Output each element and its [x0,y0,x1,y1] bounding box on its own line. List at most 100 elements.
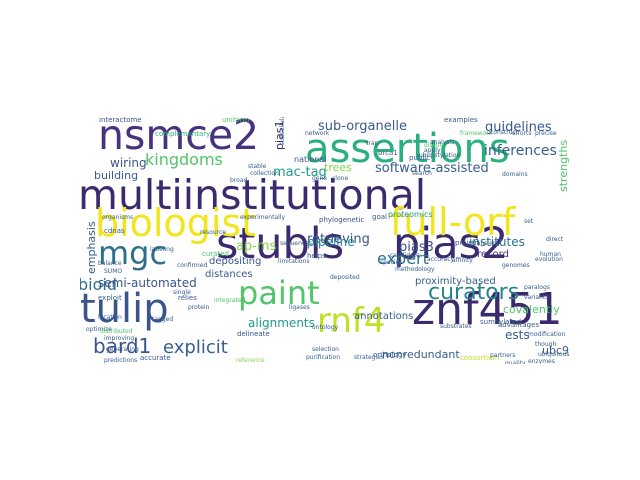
word-selection: selection [312,346,339,353]
word-wiring: wiring [110,156,147,170]
word-ests: ests [505,328,530,342]
word-location: location [98,314,122,321]
word-precise: precise [535,130,557,137]
word-explicit: explicit [163,337,228,358]
word-ligases: ligases [289,304,310,311]
word-complementary: complementary [155,130,211,138]
word-depositing: depositing [209,256,262,267]
word-project: project [455,239,480,247]
word-experimentally: experimentally [240,214,286,221]
word-annotations: annotations [354,311,414,322]
word-covalently: covalently [503,303,560,316]
word-improving: improving [104,335,135,342]
word-trees: trees [324,161,352,174]
word-mgc: mgc [98,234,168,272]
word-retrieving: retrieving [307,232,370,247]
word-methodology: methodology [395,266,435,273]
word-modification: modification [528,331,566,338]
word-multiinstitutional: multiinstitutional [80,171,427,219]
word-purification: purification [306,354,340,361]
word-bard1: bard1 [93,334,152,358]
word-partners: partners [490,352,516,359]
word-optimize: optimize [86,326,112,333]
word-alignments: alignments [248,316,315,330]
word-accurate: accurate [140,354,171,362]
word-sumoylated: sumoylated [480,318,522,326]
word-goal: goal [372,213,387,221]
word-advantages: advantages [498,321,540,329]
word-ap-ms: ap-ms [236,239,277,254]
word-affinity: affinity [452,257,473,264]
word-strategies: strategies [354,354,384,361]
word-pipeline-2: pipeline [307,235,355,249]
word-full-orf: full-orf [390,200,516,244]
word-efforts: efforts [512,130,532,137]
word-semi-automated: semi-automated [98,276,197,290]
word-sub-organelle: sub-organelle [318,119,407,134]
word-set: set [524,218,534,225]
word-assertions: assertions [305,126,510,172]
word-bioid: bioid [80,275,117,294]
word-human: human [540,251,561,258]
word-znf451: znf451 [412,284,563,335]
word-framework: framework [460,130,493,137]
word-evolution: evolution [535,256,563,263]
word-expert: expert [377,249,429,268]
word-network: network [305,130,330,137]
word-search: search [412,170,432,177]
word-single: single [173,289,191,296]
word-resource: resource [200,229,226,236]
word-proteomics: proteomics [388,210,433,219]
word-relies: relies [178,294,197,302]
word-broad: broad [230,177,248,184]
word-substrates: substrates [440,323,472,330]
word-orthology: orthology [373,351,407,359]
word-biologist: biologist [95,201,257,245]
word-uniform: uniform [222,117,250,124]
word-helps: helps [307,252,326,260]
word-apply: apply [424,147,441,154]
word-stubls: stubls [216,219,345,269]
word-proximity-based: proximity-based [415,276,496,287]
word-protein: protein [188,304,210,311]
word-limitations: limitations [278,258,310,265]
word-reference: reference [236,357,265,364]
word-deposited: deposited [330,274,360,281]
word-candidate: candidate [390,252,420,259]
word-stable: stable [248,163,267,170]
word-institutes: institutes [469,235,525,249]
word-national: national [294,155,327,164]
word-exploit: exploit [98,294,122,302]
word-analysis: analysis [430,139,455,146]
word-consortium: consortium [460,354,500,362]
word-ubiquitous: ubiquitous [538,351,570,358]
word-mac-tag: mac-tag [273,165,327,180]
word-paint: paint [238,274,320,312]
word-record: record [477,249,509,260]
word-software-assisted: software-assisted [375,161,489,176]
word-nonredundant: nonredundant [382,348,460,361]
word-labeling: labeling [150,246,174,253]
word-collection: collection [250,170,279,177]
word-accuracy: accuracy [427,256,455,263]
word-variants: variants [524,294,549,301]
word-pias2: pias2 [393,219,509,269]
word-integrated: integrated [214,297,246,304]
word-pias3: pias3 [399,240,434,255]
word-clone: clone [332,175,349,182]
word-quality: quality [505,360,526,365]
word-brca1: brca1 [378,149,398,157]
word-cdnas: cdnas [104,227,125,235]
word-predictions: predictions [104,357,138,364]
word-construct: construct [490,129,519,136]
word-strengths: strengths [557,139,570,192]
word-ubiquitylation: ubiquitylation [419,152,461,159]
word-trap: trap [366,140,379,147]
word-direct: direct [546,236,564,243]
word-genomes: genomes [502,262,530,269]
word-ubc9: ubc9 [542,344,570,357]
word-species: species [380,259,403,266]
word-generating: generating [106,346,139,353]
word-confirmed: confirmed [177,262,208,269]
word-guidelines: guidelines [485,120,552,135]
